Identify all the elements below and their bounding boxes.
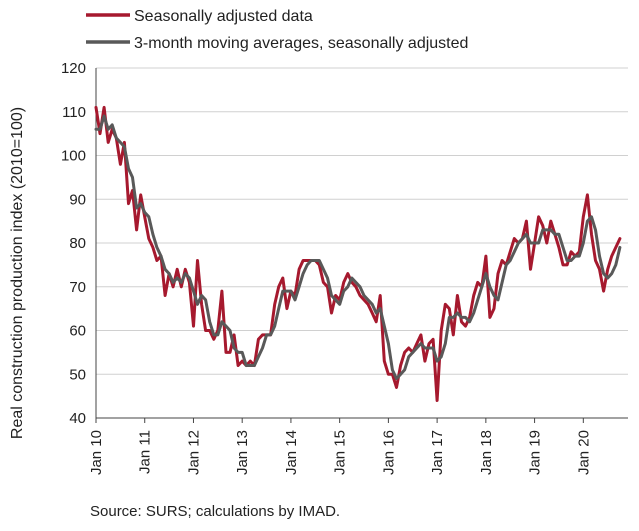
y-tick-label: 40	[69, 410, 86, 427]
series-line-moving-average	[94, 114, 622, 381]
x-tick-labels: Jan 10 Jan 11 Jan 12 Jan 13 Jan 14 Jan 15 Jan …	[88, 430, 592, 475]
legend-label: Seasonally adjusted data	[134, 8, 313, 25]
source-note: Source: SURS; calculations by IMAD.	[90, 503, 341, 520]
x-tick-label: Jan 18	[478, 430, 495, 475]
legend: Seasonally adjusted data 3-month moving a…	[86, 8, 468, 52]
axes	[95, 68, 628, 423]
x-tick-label: Jan 20	[575, 430, 592, 475]
x-tick-label: Jan 13	[234, 430, 251, 475]
y-tick-labels: 40 50 60 70 80 90 100 110 120	[61, 60, 86, 427]
y-tick-label: 70	[69, 279, 86, 296]
y-tick-label: 100	[61, 148, 86, 165]
x-tick-label: Jan 11	[137, 430, 154, 474]
x-tick-label: Jan 14	[283, 430, 300, 475]
y-tick-label: 50	[69, 366, 86, 383]
x-tick-label: Jan 16	[380, 430, 397, 475]
x-tick-label: Jan 17	[429, 430, 446, 475]
y-tick-label: 80	[69, 235, 86, 252]
x-tick-label: Jan 15	[332, 430, 349, 475]
series-lines	[94, 105, 622, 402]
y-axis-title: Real construction production index (2010…	[9, 107, 26, 439]
y-tick-label: 60	[69, 323, 86, 340]
x-tick-label: Jan 10	[88, 430, 105, 475]
x-tick-label: Jan 19	[527, 430, 544, 475]
series-line-seasonally-adjusted	[94, 105, 622, 402]
legend-label: 3-month moving averages, seasonally adju…	[134, 35, 468, 52]
y-tick-label: 120	[61, 60, 86, 77]
y-tick-label: 90	[69, 191, 86, 208]
y-tick-label: 110	[62, 104, 86, 121]
grid-lines	[96, 67, 628, 375]
x-tick-label: Jan 12	[185, 430, 202, 475]
